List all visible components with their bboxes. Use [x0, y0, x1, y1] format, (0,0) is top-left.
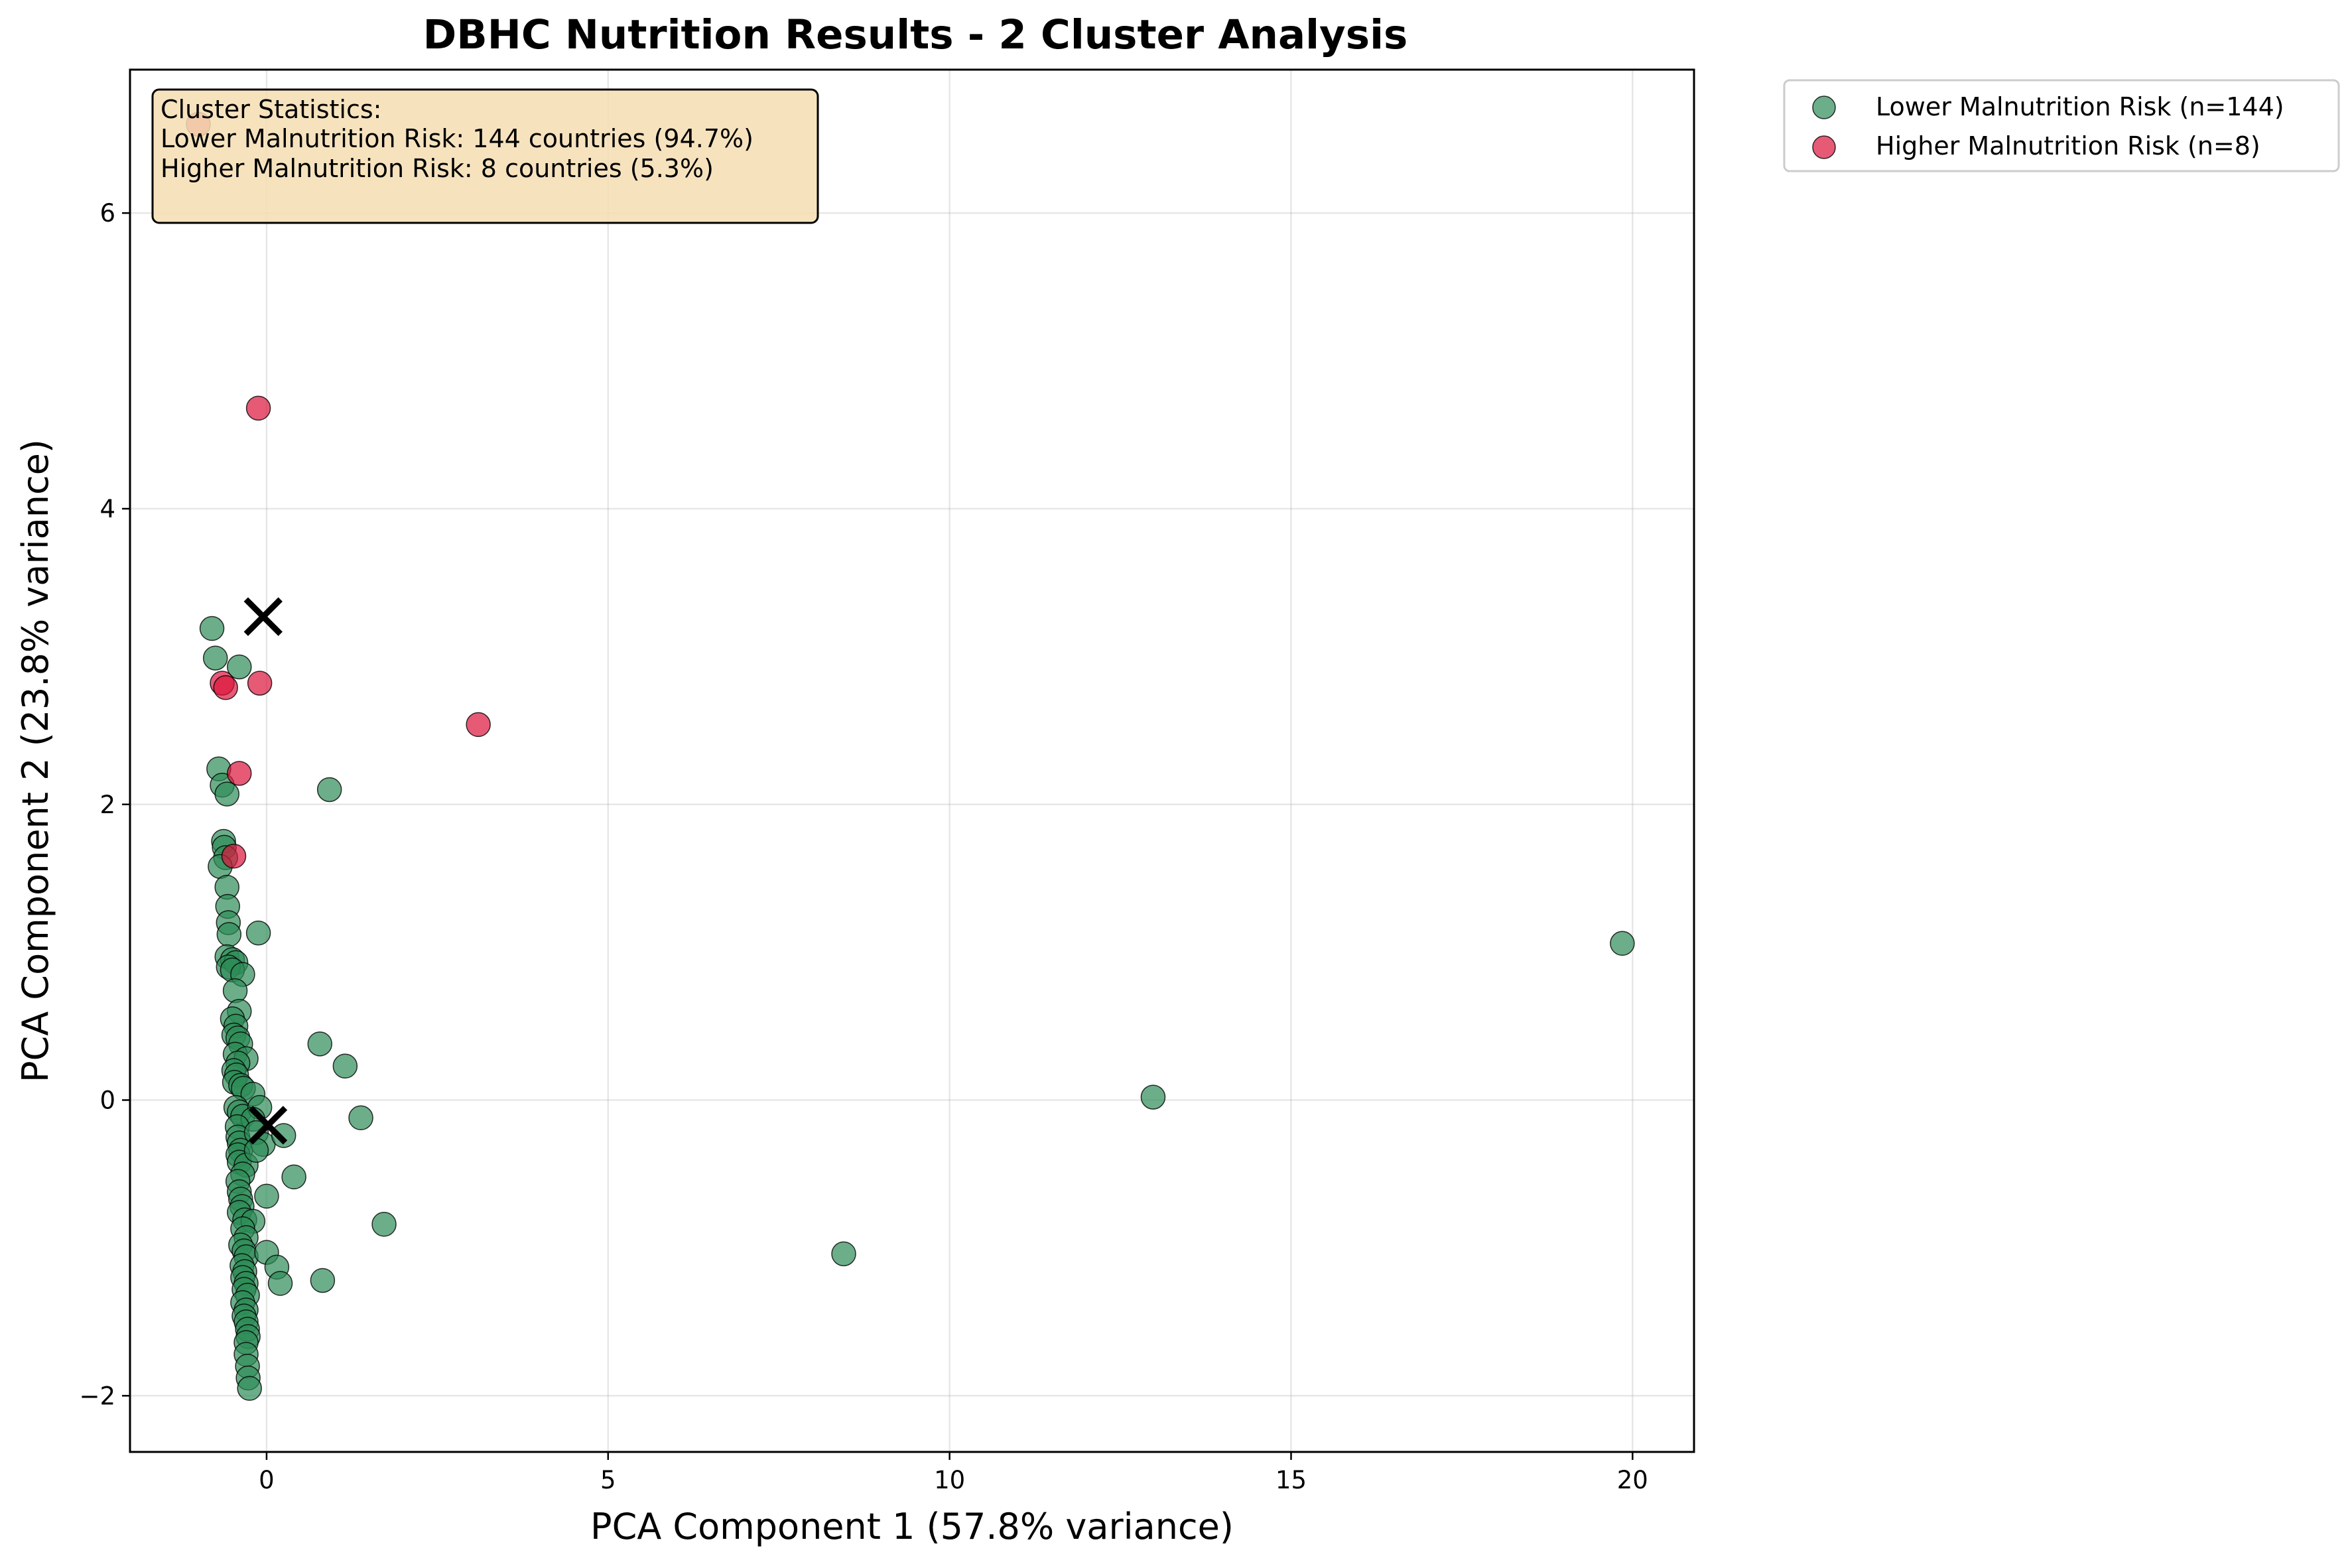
y-tick-label: 0 — [99, 1086, 115, 1115]
legend: Lower Malnutrition Risk (n=144) Higher M… — [1783, 79, 2340, 172]
point-lower-risk — [310, 1268, 336, 1293]
y-tick-label: 2 — [99, 791, 115, 819]
centroid-stroke — [248, 1106, 288, 1145]
point-lower-risk — [371, 1212, 397, 1237]
point-lower-risk — [1610, 931, 1635, 956]
point-lower-risk — [1140, 1084, 1166, 1110]
point-higher-risk — [466, 712, 491, 738]
centroid-marker — [243, 597, 283, 636]
point-lower-risk — [216, 922, 242, 947]
legend-label-higher-risk: Higher Malnutrition Risk (n=8) — [1876, 131, 2260, 161]
axis-ticks: 0 5 10 15 20 −2 0 2 4 6 — [79, 199, 1648, 1494]
point-lower-risk — [307, 1031, 333, 1057]
grid-lines — [130, 70, 1694, 1452]
point-lower-risk — [199, 616, 225, 641]
data-points — [186, 111, 1635, 1401]
point-lower-risk — [227, 654, 252, 680]
point-lower-risk — [281, 1164, 306, 1190]
point-lower-risk — [254, 1183, 279, 1209]
stats-higher-risk: Higher Malnutrition Risk: 8 countries (5… — [161, 154, 714, 183]
point-lower-risk — [267, 1271, 293, 1296]
y-tick-label: 4 — [99, 495, 115, 523]
x-tick-label: 20 — [1617, 1466, 1648, 1494]
point-higher-risk — [247, 671, 273, 696]
legend-label-lower-risk: Lower Malnutrition Risk (n=144) — [1876, 92, 2284, 121]
chart-title: DBHC Nutrition Results - 2 Cluster Analy… — [423, 11, 1408, 58]
point-higher-risk — [245, 395, 271, 421]
stats-lower-risk: Lower Malnutrition Risk: 144 countries (… — [161, 124, 753, 153]
y-axis-label: PCA Component 2 (23.8% variance) — [15, 439, 56, 1082]
point-lower-risk — [271, 1123, 296, 1148]
centroid-stroke — [243, 597, 283, 636]
stats-heading: Cluster Statistics: — [161, 95, 381, 124]
point-lower-risk — [332, 1053, 358, 1079]
point-lower-risk — [237, 1376, 262, 1401]
legend-marker-higher-risk — [1812, 135, 1836, 159]
y-tick-label: 6 — [99, 199, 115, 228]
point-higher-risk — [227, 761, 252, 786]
point-lower-risk — [243, 1138, 269, 1163]
x-tick-label: 5 — [600, 1466, 616, 1494]
cluster-statistics-box: Cluster Statistics: Lower Malnutrition R… — [151, 88, 819, 224]
plot-frame — [129, 68, 1695, 1453]
point-lower-risk — [316, 777, 342, 803]
x-tick-label: 15 — [1275, 1466, 1307, 1494]
centroid-marker — [248, 1106, 288, 1145]
point-lower-risk — [214, 781, 239, 807]
x-axis-label: PCA Component 1 (57.8% variance) — [590, 1506, 1234, 1547]
point-higher-risk — [221, 844, 247, 869]
point-lower-risk — [222, 978, 248, 1004]
legend-frame — [1783, 79, 2340, 172]
cluster-centroids — [243, 597, 288, 1145]
legend-marker-lower-risk — [1812, 96, 1836, 119]
point-lower-risk — [348, 1105, 373, 1131]
x-tick-label: 10 — [934, 1466, 965, 1494]
plot-area — [130, 70, 1694, 1452]
point-higher-risk — [213, 675, 238, 700]
y-tick-label: −2 — [79, 1382, 115, 1410]
point-lower-risk — [202, 645, 228, 671]
point-lower-risk — [245, 920, 271, 946]
x-tick-label: 0 — [259, 1466, 275, 1494]
point-lower-risk — [831, 1241, 856, 1267]
